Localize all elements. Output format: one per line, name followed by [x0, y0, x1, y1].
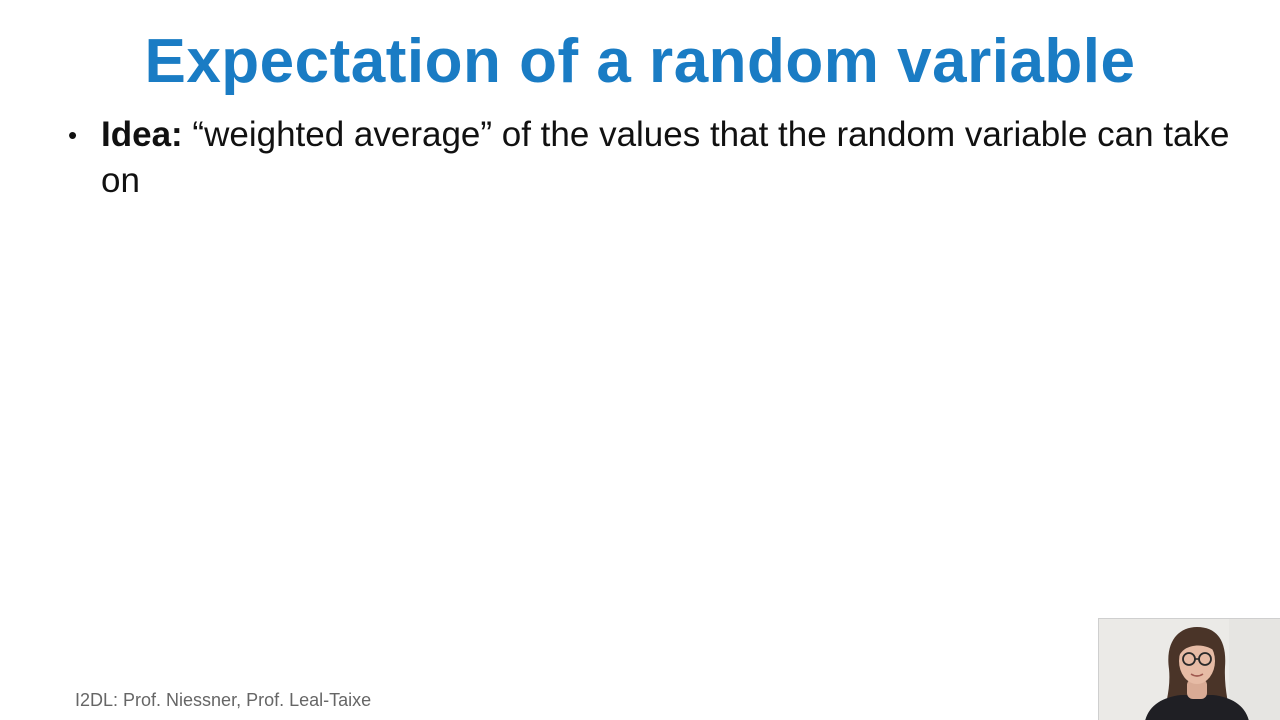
slide-title: Expectation of a random variable — [144, 27, 1136, 96]
bullet-lead-text: Idea: — [101, 115, 183, 154]
bullet-list: • Idea: “weighted average” of the values… — [68, 112, 1248, 204]
bullet-item-idea: • Idea: “weighted average” of the values… — [68, 112, 1248, 204]
bullet-body-text: “weighted average” of the values that th… — [101, 115, 1230, 200]
bullet-marker: • — [68, 120, 78, 150]
slide-footer: I2DL: Prof. Niessner, Prof. Leal-Taixe — [75, 690, 372, 710]
presenter-video-icon — [1099, 619, 1280, 720]
presenter-webcam — [1098, 618, 1280, 720]
